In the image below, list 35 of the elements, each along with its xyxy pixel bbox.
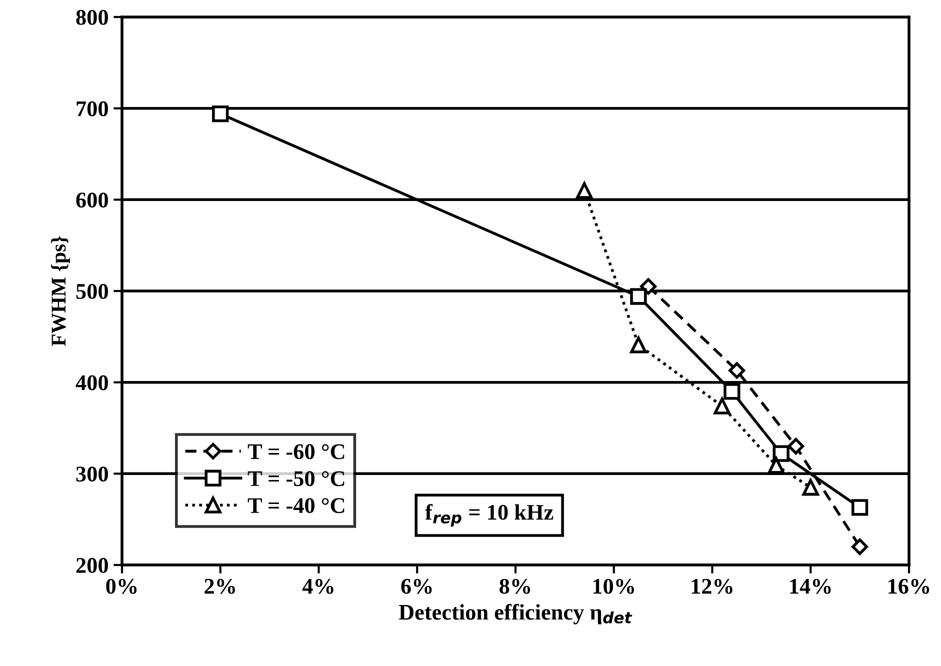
x-tick-label: 14% — [790, 578, 831, 594]
point — [772, 445, 790, 462]
legend-label: T = -60 °C — [248, 444, 344, 460]
x-tick-label: 16% — [888, 578, 930, 594]
x-axis-title: Detection efficiency η$_{det}$ — [398, 604, 632, 624]
x-tick-label: 8% — [500, 578, 530, 594]
y-tick-label: 700 — [76, 101, 108, 116]
point — [852, 538, 868, 555]
point — [630, 336, 647, 354]
point — [802, 479, 819, 496]
point — [576, 182, 593, 199]
point — [714, 398, 730, 414]
x-tick-label: 2% — [204, 578, 235, 594]
point — [640, 278, 657, 295]
point — [724, 383, 740, 400]
x-tick-label: 10% — [593, 578, 634, 594]
legend-label: T = -40 °C — [248, 498, 344, 514]
y-tick-label: 300 — [76, 466, 108, 482]
point — [788, 438, 804, 455]
point — [212, 105, 229, 122]
x-tick-label: 4% — [302, 578, 334, 594]
x-tick-label: 6% — [401, 578, 432, 594]
x-tick-label: 0% — [106, 578, 137, 594]
legend-label: T = -50 °C — [248, 471, 344, 486]
x-tick-label: 12% — [692, 578, 732, 594]
point — [851, 499, 868, 516]
y-tick-label: 200 — [76, 558, 108, 573]
y-tick-label: 500 — [76, 284, 108, 299]
point — [728, 362, 746, 379]
annotation: f$_{rep}$ = 10 kHz — [425, 504, 554, 526]
y-tick-label: 400 — [76, 375, 108, 390]
point — [630, 288, 647, 305]
y-tick-label: 600 — [76, 192, 108, 208]
y-axis-title: FWHM {ps} — [51, 236, 70, 346]
y-tick-label: 800 — [76, 10, 108, 25]
